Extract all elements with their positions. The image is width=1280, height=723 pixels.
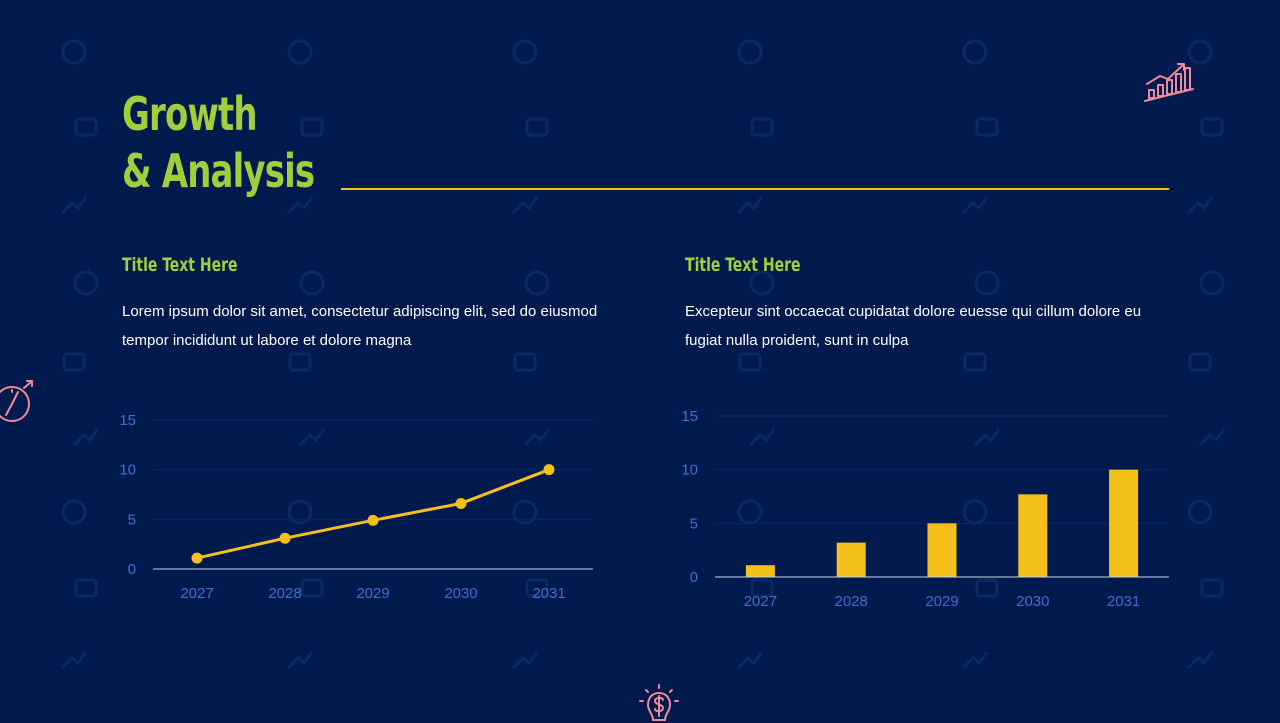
pattern-icon <box>74 578 98 598</box>
pattern-icon <box>1200 117 1224 137</box>
pattern-icon <box>974 270 1000 296</box>
bar <box>1109 469 1139 577</box>
bar-chart: 0 5 10 15 2027 2028 2029 2030 2031 <box>681 408 1169 610</box>
pattern-icon <box>288 352 312 372</box>
pattern-icon <box>1188 352 1212 372</box>
data-point <box>455 497 467 509</box>
pattern-icon <box>750 117 774 137</box>
pattern-icon <box>749 270 775 296</box>
compass-icon <box>0 380 33 422</box>
y-tick-label: 10 <box>681 462 698 479</box>
y-tick-label: 15 <box>681 408 698 425</box>
pattern-icon <box>72 428 100 447</box>
y-tick-label: 5 <box>128 511 136 528</box>
data-point <box>279 532 291 544</box>
pattern-icon <box>512 499 538 525</box>
pattern-icon <box>60 196 88 215</box>
x-tick-label: 2031 <box>532 585 565 602</box>
slide-title-line2: & Analysis <box>122 144 315 198</box>
pattern-icon <box>287 499 313 525</box>
x-tick-label: 2031 <box>1107 593 1140 610</box>
right-column-title: Title Text Here <box>685 254 801 276</box>
pattern-icon <box>511 196 539 215</box>
data-point <box>191 552 203 564</box>
pattern-icon <box>73 270 99 296</box>
pattern-icon <box>962 39 988 65</box>
pattern-icon <box>512 39 538 65</box>
y-tick-label: 0 <box>128 561 136 578</box>
pattern-icon <box>1200 578 1224 598</box>
pattern-icon <box>61 499 87 525</box>
pattern-icon <box>525 578 549 598</box>
y-tick-label: 0 <box>690 569 698 586</box>
slide-title-line1: Growth <box>122 87 258 141</box>
pattern-icon <box>750 578 774 598</box>
pattern-icon <box>298 428 326 447</box>
bar <box>1018 494 1048 577</box>
x-tick-label: 2028 <box>835 593 868 610</box>
title-underline <box>341 188 1169 190</box>
pattern-icon <box>299 270 325 296</box>
y-tick-label: 5 <box>690 515 698 532</box>
pattern-icon <box>1198 428 1226 447</box>
pattern-icon <box>523 428 551 447</box>
y-tick-label: 10 <box>119 462 136 479</box>
pattern-icon <box>1187 39 1213 65</box>
lightbulb-dollar-icon <box>639 684 679 721</box>
pattern-icon <box>74 117 98 137</box>
left-column-title: Title Text Here <box>122 254 238 276</box>
x-tick-label: 2027 <box>744 593 777 610</box>
data-point <box>543 464 555 476</box>
pattern-icon <box>300 117 324 137</box>
right-column-body: Excepteur sint occaecat cupidatat dolore… <box>685 303 1142 349</box>
pattern-icon <box>525 117 549 137</box>
pattern-icon <box>286 196 314 215</box>
pattern-icon <box>1187 499 1213 525</box>
pattern-icon <box>287 39 313 65</box>
pattern-icon <box>736 196 764 215</box>
pattern-icon <box>961 651 989 670</box>
pattern-icon <box>1199 270 1225 296</box>
pattern-icon <box>286 651 314 670</box>
pattern-icon <box>736 651 764 670</box>
growth-chart-icon <box>1144 63 1194 102</box>
pattern-icon <box>1186 651 1214 670</box>
x-tick-label: 2029 <box>356 585 389 602</box>
pattern-icon <box>1186 196 1214 215</box>
x-tick-label: 2027 <box>180 585 213 602</box>
pattern-icon <box>973 428 1001 447</box>
pattern-icon <box>511 651 539 670</box>
pattern-icon <box>61 39 87 65</box>
pattern-icon <box>738 352 762 372</box>
x-tick-label: 2030 <box>444 585 477 602</box>
pattern-icon <box>975 578 999 598</box>
bar <box>836 542 866 577</box>
bar <box>745 565 775 577</box>
pattern-icon <box>975 117 999 137</box>
data-point <box>367 514 379 526</box>
pattern-icon <box>963 352 987 372</box>
pattern-icon <box>737 39 763 65</box>
left-column-body: Lorem ipsum dolor sit amet, consectetur … <box>122 303 598 349</box>
pattern-icon <box>300 578 324 598</box>
pattern-icon <box>62 352 86 372</box>
y-tick-label: 15 <box>119 412 136 429</box>
line-chart: 0 5 10 15 2027 2028 2029 2030 2031 <box>119 412 593 602</box>
pattern-icon <box>748 428 776 447</box>
x-tick-label: 2029 <box>925 593 958 610</box>
bar <box>927 523 957 577</box>
pattern-icon <box>524 270 550 296</box>
pattern-icon <box>60 651 88 670</box>
pattern-icon <box>513 352 537 372</box>
pattern-icon <box>961 196 989 215</box>
x-tick-label: 2030 <box>1016 593 1049 610</box>
x-tick-label: 2028 <box>268 585 301 602</box>
